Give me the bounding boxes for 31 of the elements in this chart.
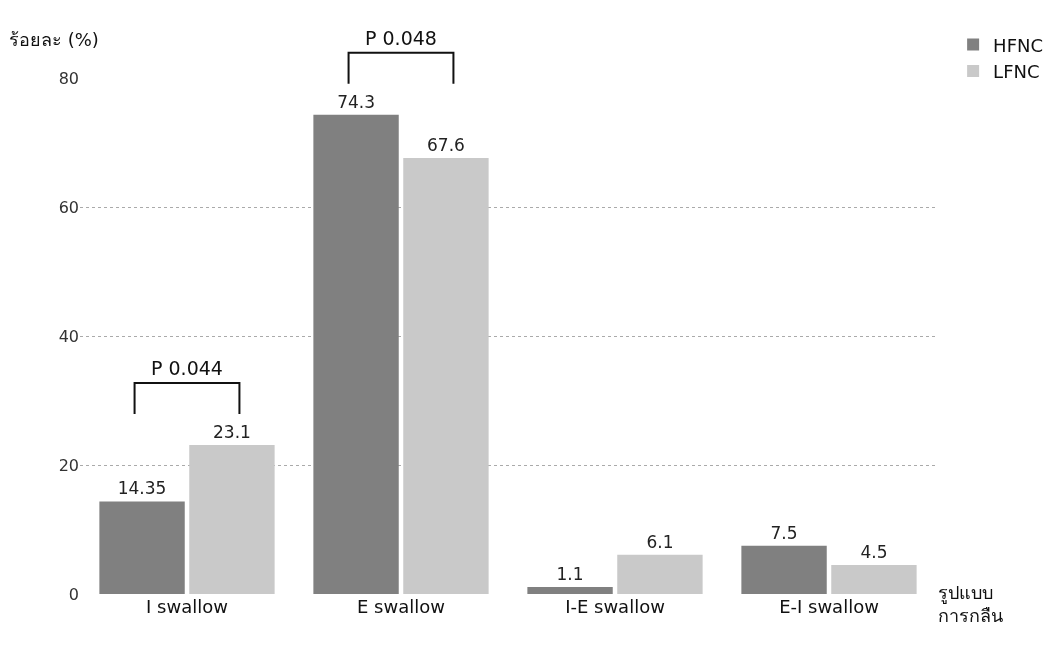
y-tick-label: 40 — [58, 326, 79, 346]
annotation: P 0.044 — [151, 357, 223, 379]
y-tick-label: 60 — [58, 197, 79, 217]
data-label: 67.6 — [427, 134, 465, 155]
data-label: 7.5 — [770, 522, 798, 543]
bar — [741, 545, 827, 594]
data-label: 6.1 — [646, 531, 674, 552]
data-label: 1.1 — [556, 563, 584, 584]
x-tick-label: I swallow — [146, 596, 228, 617]
text: P 0.048 — [365, 27, 437, 49]
y-tick-label: 20 — [58, 455, 79, 475]
y-tick-label: 0 — [68, 584, 79, 604]
bar — [527, 586, 613, 594]
x-tick-label: E-I swallow — [779, 596, 879, 617]
bar — [831, 564, 917, 594]
data-label: 4.5 — [860, 541, 888, 562]
y-axis-title: ร้อยละ (%) — [9, 29, 99, 50]
x-axis-title: รูปแบบ การกลืน — [938, 582, 1003, 627]
x-tick-label: E swallow — [357, 596, 445, 617]
legend-label: HFNC — [993, 34, 1044, 56]
x-tick-label: I-E swallow — [565, 596, 665, 617]
data-label: 74.3 — [337, 91, 375, 112]
bar — [617, 554, 703, 594]
bar — [313, 114, 399, 594]
bar — [99, 501, 185, 594]
bar — [189, 445, 275, 594]
bar — [403, 157, 489, 594]
data-label: 14.35 — [117, 478, 167, 499]
legend-label: LFNC — [993, 61, 1040, 83]
y-tick-label: 80 — [58, 68, 79, 88]
data-label: 23.1 — [213, 422, 251, 443]
